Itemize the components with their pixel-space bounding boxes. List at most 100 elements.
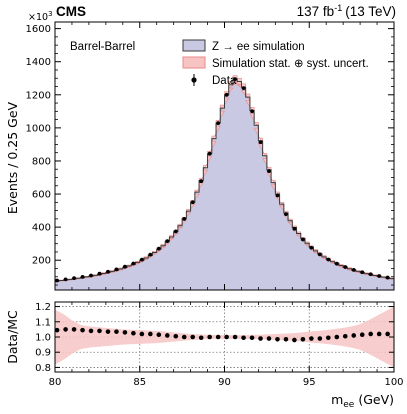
main-y-tick-label: 1400: [26, 57, 51, 68]
ratio-point: [266, 336, 272, 341]
ratio-point: [249, 335, 255, 341]
data-point: [114, 267, 119, 272]
legend-uncertainty-swatch: [182, 56, 206, 69]
ratio-point: [198, 335, 204, 341]
ratio-point: [63, 327, 68, 332]
data-point: [292, 226, 297, 231]
data-point: [385, 275, 390, 280]
data-point: [326, 257, 331, 262]
ratio-point: [173, 333, 179, 339]
data-point: [97, 271, 102, 276]
data-points: [55, 77, 390, 283]
luminosity-value: 137 fb: [297, 4, 335, 19]
simulation-histogram-fill: [55, 79, 394, 290]
ratio-point: [326, 335, 331, 341]
data-point: [131, 261, 136, 266]
ratio-point: [283, 336, 289, 342]
main-panel: 200 400 600 800 1000 1200 1400 1600 Events / 0.…: [5, 10, 395, 291]
ratio-x-tick-label: 100: [384, 377, 403, 388]
ratio-panel: 0.8 0.9 1.0 1.1 1.2 80 85 90 95 100 Data/MC mee (…: [5, 301, 404, 410]
data-point: [377, 274, 382, 278]
data-point: [165, 239, 170, 243]
x-axis-title-main: m: [331, 392, 343, 407]
data-point: [351, 267, 356, 272]
legend-data-label: Data: [212, 75, 237, 87]
main-plot-frame: [54, 21, 395, 291]
ratio-point: [164, 333, 170, 338]
main-y-tick-label: 800: [32, 156, 51, 167]
ratio-point: [241, 335, 246, 341]
data-point: [250, 109, 254, 114]
ratio-point: [97, 328, 102, 334]
data-point: [300, 237, 305, 242]
main-y-tick-label: 1000: [26, 123, 51, 134]
data-point: [199, 179, 204, 184]
main-y-tick-label: 200: [32, 256, 51, 267]
ratio-plot-frame: [54, 301, 395, 373]
ratio-point: [190, 334, 196, 340]
ratio-y-tick-label: 0.9: [35, 348, 51, 359]
data-point: [241, 86, 246, 91]
ratio-point: [156, 332, 162, 338]
data-point: [216, 121, 221, 126]
ratio-x-tick-label: 80: [49, 377, 62, 388]
data-point: [63, 277, 68, 282]
ratio-y-tick-label: 1.0: [35, 333, 51, 344]
data-point: [360, 270, 365, 275]
data-point: [334, 261, 339, 266]
data-point: [173, 229, 178, 234]
ratio-point: [131, 330, 136, 336]
ratio-data-points: [55, 327, 390, 343]
data-point: [72, 276, 76, 281]
ratio-y-tick-label: 1.1: [35, 317, 51, 328]
ratio-y-tick-label: 0.8: [35, 363, 51, 374]
data-point: [106, 269, 110, 274]
data-point: [267, 169, 271, 173]
ratio-point: [300, 336, 306, 342]
x-axis-title-subscript: ee: [343, 400, 355, 410]
y-multiplier-exponent: 3: [48, 10, 52, 18]
ratio-point: [139, 331, 145, 337]
ratio-point: [122, 330, 128, 335]
data-point: [182, 217, 187, 221]
legend-data-marker: [191, 77, 197, 83]
ratio-point: [334, 334, 340, 340]
data-point: [309, 245, 314, 250]
ratio-x-tick-label: 95: [303, 377, 316, 388]
ratio-point: [359, 332, 365, 338]
data-point: [233, 77, 237, 81]
luminosity-energy-label: 137 fb-1 (13 TeV): [297, 3, 396, 19]
data-point: [317, 252, 322, 257]
ratio-point: [232, 334, 238, 340]
data-point: [148, 252, 153, 257]
main-y-tick-label: 400: [32, 223, 51, 234]
x-axis-title: mee (GeV): [331, 392, 394, 410]
ratio-point: [105, 329, 111, 334]
y-multiplier: ×103: [28, 10, 53, 23]
ratio-point: [80, 327, 85, 333]
ratio-point: [309, 336, 314, 341]
ratio-point: [292, 337, 297, 343]
ratio-point: [224, 334, 229, 340]
main-y-tick-label: 1200: [26, 90, 51, 101]
data-point: [284, 212, 288, 217]
ratio-point: [207, 334, 212, 340]
category-label: Barrel-Barrel: [70, 41, 135, 53]
data-point: [89, 273, 93, 278]
ratio-point: [275, 336, 280, 342]
ratio-point: [148, 331, 153, 337]
data-point: [190, 200, 195, 205]
legend: Z → ee simulation Simulation stat. ⊕ sys…: [182, 39, 369, 87]
ratio-point: [342, 333, 348, 339]
ratio-point: [181, 334, 187, 340]
data-point: [258, 140, 263, 145]
data-point: [343, 265, 348, 269]
data-point: [55, 278, 60, 283]
ratio-point: [376, 331, 382, 337]
legend-uncertainty-label: Simulation stat. ⊕ syst. uncert.: [212, 58, 369, 70]
y-multiplier-base: ×10: [28, 12, 48, 23]
ratio-point: [71, 327, 77, 332]
data-point: [368, 272, 373, 277]
ratio-point: [55, 327, 60, 333]
ratio-x-tick-label: 85: [133, 377, 146, 388]
